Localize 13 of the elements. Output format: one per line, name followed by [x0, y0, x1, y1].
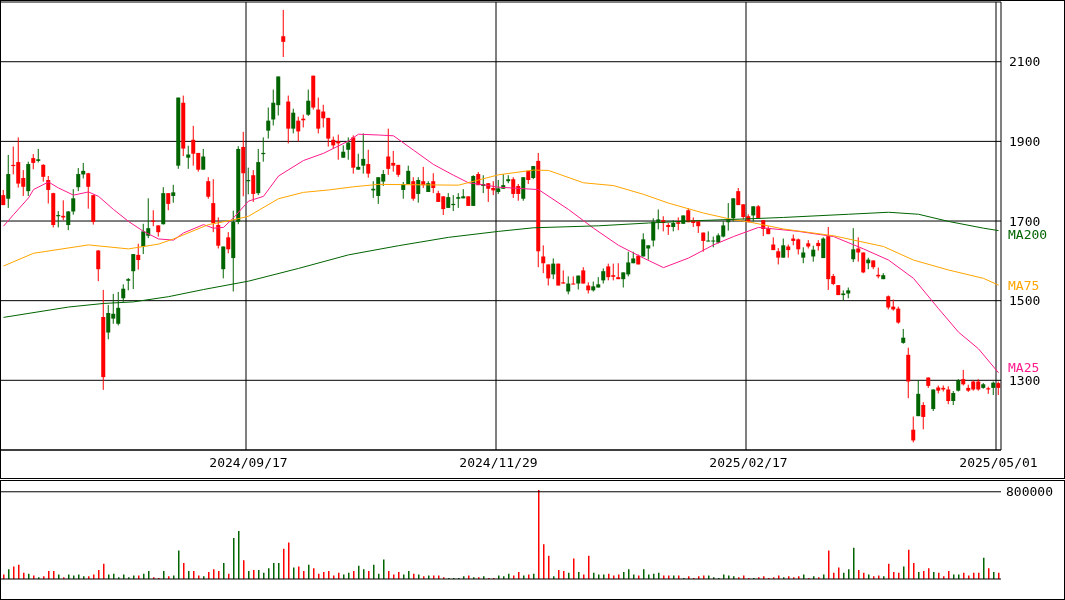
- y-tick-label: 1300: [1009, 372, 1041, 388]
- y-tick-label: 1700: [1009, 213, 1041, 229]
- series-label: MA200: [1008, 226, 1048, 242]
- x-tick-label: 2024/11/29: [459, 455, 538, 471]
- x-tick-label: 2025/05/01: [959, 455, 1038, 471]
- x-tick-label: 2025/02/17: [709, 455, 788, 471]
- y-tick-label: 1500: [1009, 293, 1041, 309]
- y-tick-label: 2100: [1009, 54, 1041, 70]
- x-tick-label: 2024/09/17: [209, 455, 288, 471]
- y-tick-label: 1900: [1009, 133, 1041, 149]
- series-label: MA25: [1008, 359, 1040, 375]
- text: 800000: [1006, 484, 1053, 500]
- series-label: MA75: [1008, 277, 1040, 293]
